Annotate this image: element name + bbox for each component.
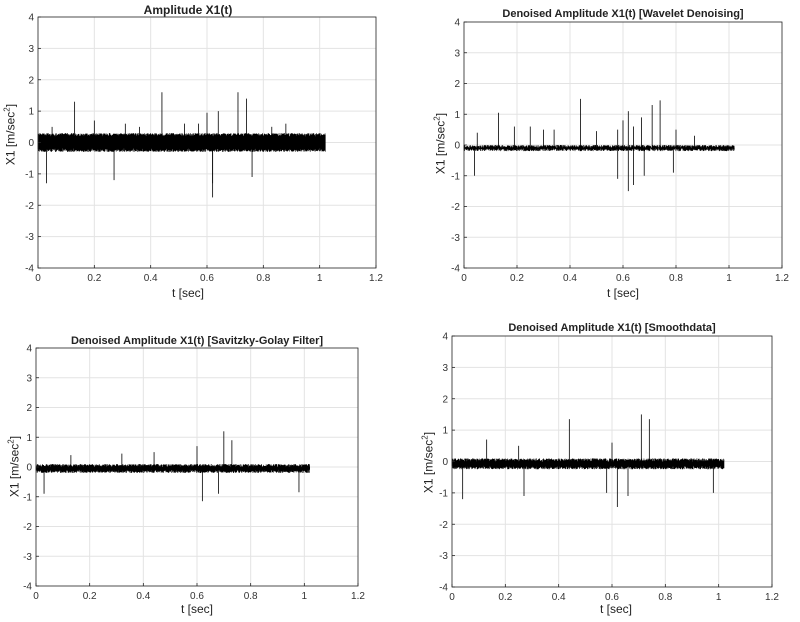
y-tick-label: -2: [439, 520, 448, 531]
y-tick-label: -3: [23, 552, 32, 563]
y-tick-label: 4: [28, 13, 34, 24]
x-tick-label: 0.8: [256, 273, 270, 284]
x-tick-label: 1.2: [351, 591, 365, 602]
y-tick-label: -3: [451, 233, 460, 244]
x-tick-label: 0.6: [616, 273, 630, 284]
chart-plot-savitzky-golay: 0 0.2 0.4 0.6 0.8 1 1.2 -4 -3 -2 -1 0 1 2 3 4: [23, 344, 365, 603]
chart-panel-savitzky-golay: Denoised Amplitude X1(t) [Savitzky-Golay…: [0, 311, 400, 622]
x-tick-label: 0: [449, 592, 455, 603]
y-tick-label: -1: [439, 488, 448, 499]
signal-trace: [37, 133, 326, 152]
x-tick-label: 0.8: [669, 273, 683, 284]
x-tick-label: 0.2: [83, 591, 97, 602]
chart-panel-amplitude: Amplitude X1(t) X1 [m/sec2] t [sec] 0 0.2…: [0, 0, 400, 311]
x-tick-label: 0.6: [200, 273, 214, 284]
y-tick-label: 1: [26, 433, 32, 444]
y-tick-label: -1: [23, 492, 32, 503]
signal-trace: [463, 144, 735, 152]
y-tick-label: -1: [25, 169, 34, 180]
signal-trace: [35, 464, 310, 473]
x-tick-label: 0: [33, 591, 39, 602]
x-tick-label: 0.2: [510, 273, 524, 284]
x-axis-label: t [sec]: [606, 286, 639, 300]
y-tick-label: 2: [26, 403, 32, 414]
chart-panel-smoothdata: Denoised Amplitude X1(t) [Smoothdata] X1…: [400, 311, 800, 622]
x-tick-label: 1: [302, 591, 308, 602]
y-tick-label: 3: [442, 363, 448, 374]
y-tick-label: -2: [23, 522, 32, 533]
y-tick-label: 4: [26, 344, 32, 355]
y-tick-label: 2: [442, 394, 448, 405]
y-tick-label: 3: [28, 44, 34, 55]
x-axis-label: t [sec]: [599, 602, 632, 616]
chart-title: Denoised Amplitude X1(t) [Savitzky-Golay…: [70, 335, 324, 347]
y-tick-label: 0: [454, 141, 460, 152]
chart-title: Amplitude X1(t): [143, 3, 233, 17]
y-tick-label: 3: [26, 373, 32, 384]
y-tick-label: 0: [26, 463, 32, 474]
y-tick-label: -1: [451, 171, 460, 182]
y-tick-label: -2: [451, 202, 460, 213]
x-tick-label: 0.4: [552, 592, 566, 603]
x-tick-label: 1.2: [369, 273, 383, 284]
x-tick-label: 0: [461, 273, 467, 284]
x-tick-label: 0.6: [605, 592, 619, 603]
chart-plot-amplitude: 0 0.2 0.4 0.6 0.8 1 1.2 -4 -3 -2 -1 0 1 2 3 4: [25, 13, 383, 285]
y-tick-label: 0: [28, 138, 34, 149]
chart-panel-wavelet: Denoised Amplitude X1(t) [Wavelet Denois…: [400, 0, 800, 311]
y-tick-label: -3: [25, 232, 34, 243]
x-tick-label: 0.2: [498, 592, 512, 603]
chart-title: Denoised Amplitude X1(t) [Wavelet Denois…: [502, 8, 744, 20]
y-tick-label: 2: [454, 79, 460, 90]
x-tick-label: 1.2: [765, 592, 779, 603]
y-tick-label: 1: [442, 426, 448, 437]
y-tick-label: 2: [28, 75, 34, 86]
x-tick-label: 0.2: [87, 273, 101, 284]
y-tick-label: -4: [23, 582, 32, 593]
signal-trace: [451, 458, 725, 470]
y-tick-label: -4: [439, 583, 448, 594]
y-tick-label: 1: [454, 110, 460, 121]
chart-title: Denoised Amplitude X1(t) [Smoothdata]: [508, 322, 716, 334]
x-tick-label: 0.4: [144, 273, 158, 284]
chart-plot-smoothdata: 0 0.2 0.4 0.6 0.8 1 1.2 -4 -3 -2 -1 0 1 2 3 4: [439, 332, 779, 604]
y-tick-label: -4: [451, 264, 460, 275]
y-tick-label: -3: [439, 551, 448, 562]
x-tick-label: 0.4: [563, 273, 577, 284]
x-tick-label: 0.8: [244, 591, 258, 602]
x-tick-label: 0.6: [190, 591, 204, 602]
x-axis-label: t [sec]: [180, 602, 213, 616]
x-tick-label: 0: [35, 273, 41, 284]
x-tick-label: 1: [726, 273, 732, 284]
x-tick-label: 0.8: [658, 592, 672, 603]
y-tick-label: -4: [25, 264, 34, 275]
y-tick-label: -2: [25, 201, 34, 212]
x-tick-label: 1.2: [775, 273, 789, 284]
chart-plot-wavelet: 0 0.2 0.4 0.6 0.8 1 1.2 -4 -3 -2 -1 0 1 2 3 4: [451, 18, 789, 285]
y-tick-label: 3: [454, 48, 460, 59]
y-tick-label: 0: [442, 457, 448, 468]
y-tick-label: 4: [442, 332, 448, 343]
x-axis-label: t [sec]: [171, 286, 204, 300]
x-tick-label: 0.4: [136, 591, 150, 602]
x-tick-label: 1: [317, 273, 323, 284]
y-tick-label: 4: [454, 18, 460, 29]
x-tick-label: 1: [716, 592, 722, 603]
y-tick-label: 1: [28, 107, 34, 118]
